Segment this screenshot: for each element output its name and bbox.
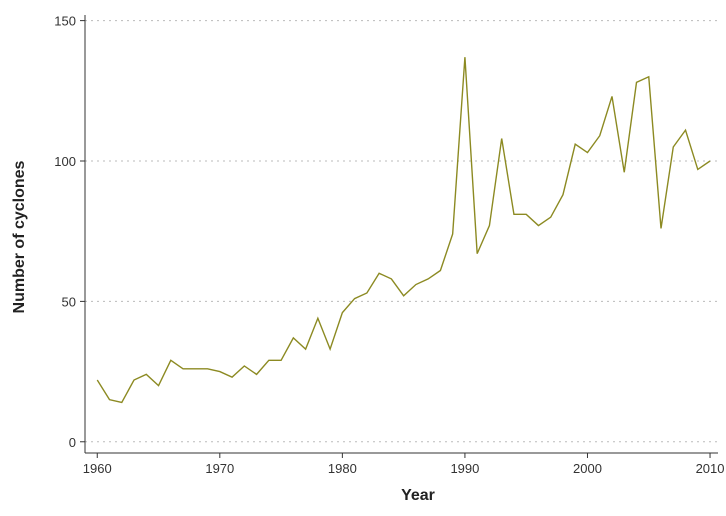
y-tick-label: 100 <box>54 154 76 169</box>
y-axis-title: Number of cyclones <box>11 160 28 313</box>
y-tick-label: 150 <box>54 14 76 29</box>
y-tick-label: 0 <box>69 435 76 450</box>
data-line <box>96 57 711 404</box>
x-tick-label: 1960 <box>83 461 112 476</box>
x-tick-label: 1970 <box>205 461 234 476</box>
x-tick-label: 2000 <box>573 461 602 476</box>
x-tick-label: 1980 <box>328 461 357 476</box>
x-tick-label: 1990 <box>450 461 479 476</box>
y-tick-label: 50 <box>62 294 76 309</box>
x-tick-label: 2010 <box>696 461 725 476</box>
x-axis-title: Year <box>401 487 435 504</box>
